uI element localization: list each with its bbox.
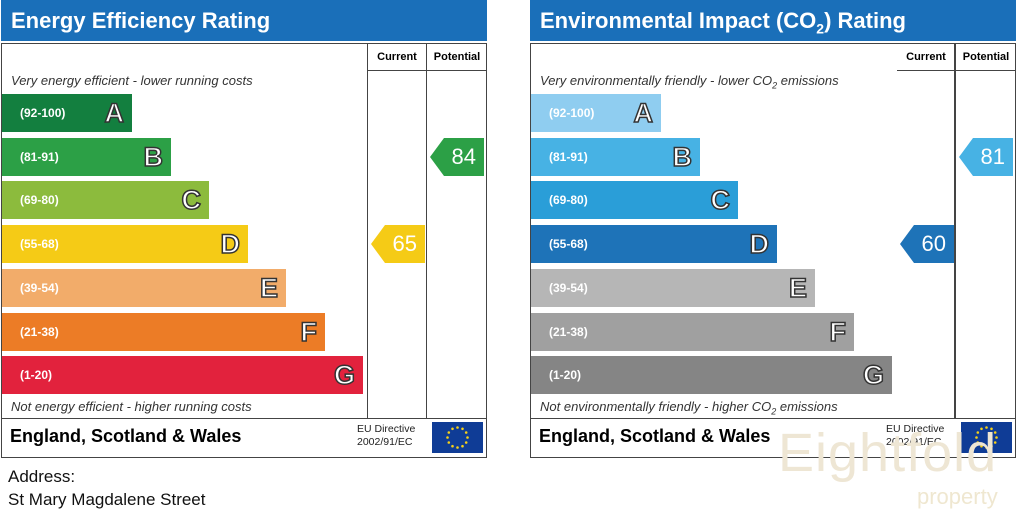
band-range: (39-54) [20, 280, 59, 295]
address-label: Address: [8, 467, 76, 486]
band-range: (39-54) [549, 280, 588, 295]
band-letter: B [672, 141, 693, 173]
footer-divider [2, 418, 486, 419]
rating-value: 81 [980, 143, 1005, 169]
band-e: (39-54) E [2, 268, 286, 307]
band-range: (81-91) [549, 149, 588, 164]
directive-line-1: EU Directive [357, 423, 416, 435]
band-letter: F [829, 316, 847, 348]
band-range: (81-91) [20, 149, 59, 164]
band-range: (92-100) [20, 106, 66, 120]
band-letter: G [333, 359, 356, 391]
top-note: Very environmentally friendly - lower CO… [540, 73, 839, 91]
rating-value: 60 [921, 231, 946, 257]
band-letter: E [259, 272, 279, 304]
directive-line-2: 2002/91/EC [886, 436, 942, 448]
current-column-divider [954, 44, 955, 418]
current-column-divider [367, 44, 368, 418]
header-divider [897, 70, 1015, 71]
potential-rating-arrow: 81 [959, 137, 1013, 176]
band-f: (21-38) F [531, 312, 854, 351]
top-note: Very energy efficient - lower running co… [11, 73, 253, 88]
band-letter: B [143, 141, 164, 173]
band-letter: D [220, 228, 241, 260]
band-letter: G [862, 359, 885, 391]
footer-divider [531, 418, 1015, 419]
eu-flag-icon [961, 422, 1012, 453]
potential-column-divider [426, 44, 427, 418]
band-range: (69-80) [20, 193, 59, 208]
arrow-shape [900, 225, 954, 264]
brand-watermark: Eightfold [778, 423, 998, 483]
band-letter: E [788, 272, 808, 304]
potential-column-header: Potential [433, 51, 481, 63]
band-range: (55-68) [20, 237, 59, 252]
environment-chart-box: Current Potential Very environmentally f… [530, 43, 1016, 458]
band-range: (21-38) [20, 324, 59, 339]
potential-column-divider [955, 44, 956, 418]
directive-line-2: 2002/91/EC [357, 436, 413, 448]
energy-chart-box: Current Potential Very energy efficient … [1, 43, 487, 458]
current-rating-arrow: 60 [900, 225, 954, 264]
band-d: (55-68) D [531, 225, 777, 264]
arrow-shape [959, 137, 1013, 176]
region-label: England, Scotland & Wales [539, 426, 771, 446]
rating-value: 84 [451, 143, 476, 169]
eu-directive: EU Directive 2002/91/EC [357, 423, 415, 449]
current-column-header: Current [377, 51, 417, 63]
arrow-shape [371, 225, 425, 264]
arrow-shape [430, 137, 484, 176]
energy-title: Energy Efficiency Rating [1, 0, 487, 41]
band-a: (92-100) A [531, 94, 661, 132]
band-b: (81-91) B [531, 137, 700, 176]
region-label: England, Scotland & Wales [10, 426, 242, 446]
environmental-impact-chart: Environmental Impact (CO2) Rating Curren… [530, 0, 1016, 458]
band-letter: D [749, 228, 770, 260]
band-d: (55-68) D [2, 225, 248, 264]
current-rating-arrow: 65 [371, 225, 425, 264]
directive-line-1: EU Directive [886, 423, 945, 435]
eu-directive: EU Directive 2002/91/EC [886, 423, 944, 449]
band-range: (55-68) [549, 237, 588, 252]
band-letter: C [181, 185, 202, 217]
band-a: (92-100) A [2, 94, 132, 132]
potential-column-header: Potential [962, 51, 1010, 63]
band-g: (1-20) G [531, 356, 892, 395]
band-letter: F [300, 316, 318, 348]
band-g: (1-20) G [2, 356, 363, 395]
current-column-header: Current [906, 51, 946, 63]
brand-watermark-sub: property [917, 484, 998, 509]
band-b: (81-91) B [2, 137, 171, 176]
environment-title: Environmental Impact (CO2) Rating [530, 0, 1016, 41]
band-e: (39-54) E [531, 268, 815, 307]
band-range: (1-20) [549, 368, 582, 383]
band-letter: C [710, 185, 731, 217]
rating-value: 65 [392, 231, 417, 257]
band-letter: A [633, 97, 654, 129]
eu-flag-icon [432, 422, 483, 453]
band-f: (21-38) F [2, 312, 325, 351]
bottom-note: Not energy efficient - higher running co… [11, 399, 252, 414]
band-letter: A [104, 97, 125, 129]
band-range: (21-38) [549, 324, 588, 339]
band-range: (1-20) [20, 368, 53, 383]
band-c: (69-80) C [531, 181, 738, 220]
band-range: (69-80) [549, 193, 588, 208]
band-range: (92-100) [549, 106, 595, 120]
address-street: St Mary Magdalene Street [8, 490, 206, 509]
band-c: (69-80) C [2, 181, 209, 220]
header-divider [368, 70, 486, 71]
bottom-note: Not environmentally friendly - higher CO… [540, 399, 838, 417]
energy-efficiency-chart: Energy Efficiency Rating Current Potenti… [1, 0, 487, 458]
potential-rating-arrow: 84 [430, 137, 484, 176]
